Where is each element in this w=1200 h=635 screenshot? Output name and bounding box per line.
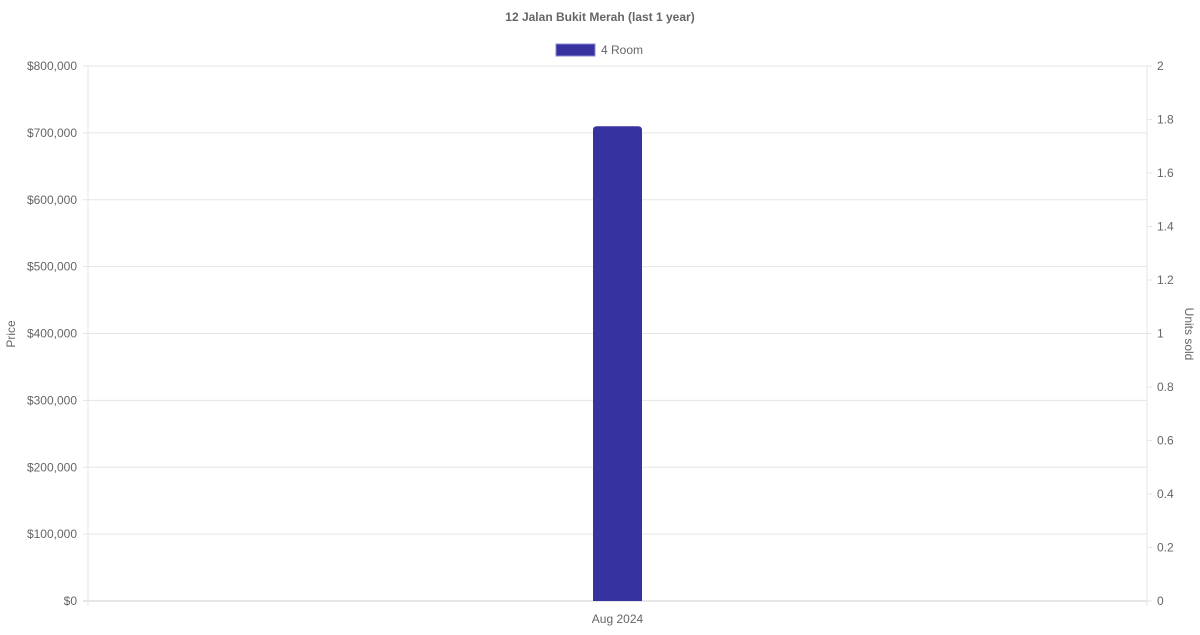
y2-tick-label: 0.2	[1157, 541, 1174, 555]
y-tick-label: $200,000	[27, 460, 77, 474]
y2-tick-label: 1	[1157, 327, 1164, 341]
y2-axis-label: Units sold	[1182, 308, 1196, 361]
y2-tick-label: 1.6	[1157, 166, 1174, 180]
y2-tick-label: 1.8	[1157, 113, 1174, 127]
y-tick-label: $600,000	[27, 193, 77, 207]
y-tick-label: $0	[64, 594, 78, 608]
y2-tick-label: 0	[1157, 594, 1164, 608]
y2-tick-label: 2	[1157, 59, 1164, 73]
y2-tick-label: 1.2	[1157, 273, 1174, 287]
bar	[593, 126, 642, 601]
legend-swatch	[555, 43, 596, 57]
legend-label: 4 Room	[601, 43, 643, 57]
y-axis-label: Price	[4, 320, 18, 348]
y-tick-label: $500,000	[27, 260, 77, 274]
y-tick-label: $800,000	[27, 59, 77, 73]
legend[interactable]: 4 Room	[555, 43, 643, 57]
y2-tick-label: 1.4	[1157, 220, 1174, 234]
y2-tick-label: 0.4	[1157, 487, 1174, 501]
chart-title: 12 Jalan Bukit Merah (last 1 year)	[505, 10, 694, 24]
y-tick-label: $700,000	[27, 126, 77, 140]
x-tick-label: Aug 2024	[592, 612, 644, 626]
y2-tick-label: 0.6	[1157, 434, 1174, 448]
y-tick-label: $100,000	[27, 527, 77, 541]
y2-tick-label: 0.8	[1157, 380, 1174, 394]
y-tick-label: $400,000	[27, 327, 77, 341]
y-tick-label: $300,000	[27, 393, 77, 407]
